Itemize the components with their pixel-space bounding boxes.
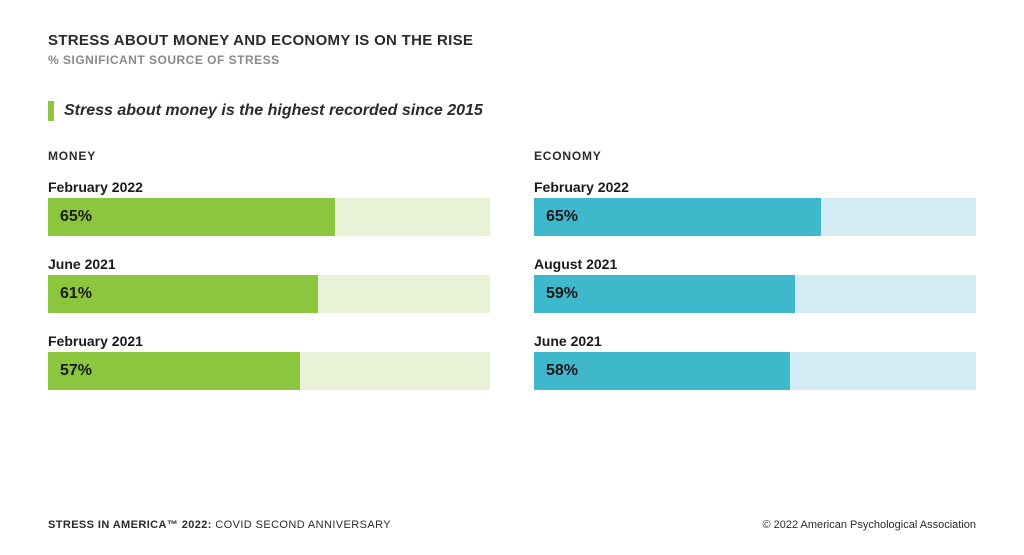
bar-group: February 2022 65% <box>534 179 976 236</box>
bar-group: February 2022 65% <box>48 179 490 236</box>
bar-value: 61% <box>60 285 92 303</box>
page: STRESS ABOUT MONEY AND ECONOMY IS ON THE… <box>0 0 1024 555</box>
bar-label: June 2021 <box>534 333 976 349</box>
chart-economy: ECONOMY February 2022 65% August 2021 59… <box>534 149 976 410</box>
chart-money: MONEY February 2022 65% June 2021 61% <box>48 149 490 410</box>
bar-value: 65% <box>546 208 578 226</box>
bar-value: 58% <box>546 362 578 380</box>
callout-marker-icon <box>48 101 54 121</box>
charts-row: MONEY February 2022 65% June 2021 61% <box>48 149 976 410</box>
bar-label: February 2021 <box>48 333 490 349</box>
chart-title: MONEY <box>48 149 490 163</box>
bar-track: 57% <box>48 352 490 390</box>
bar-track: 58% <box>534 352 976 390</box>
bar-label: August 2021 <box>534 256 976 272</box>
bar-label: June 2021 <box>48 256 490 272</box>
bar-value: 65% <box>60 208 92 226</box>
callout: Stress about money is the highest record… <box>48 101 976 121</box>
bar-track: 59% <box>534 275 976 313</box>
bar-fill: 58% <box>534 352 790 390</box>
bar-fill: 65% <box>48 198 335 236</box>
bar-group: June 2021 58% <box>534 333 976 390</box>
bar-fill: 61% <box>48 275 318 313</box>
bar-label: February 2022 <box>534 179 976 195</box>
chart-title: ECONOMY <box>534 149 976 163</box>
bar-track: 65% <box>48 198 490 236</box>
bar-value: 59% <box>546 285 578 303</box>
page-title: STRESS ABOUT MONEY AND ECONOMY IS ON THE… <box>48 32 976 49</box>
footer-source: STRESS IN AMERICA™ 2022: COVID SECOND AN… <box>48 519 391 531</box>
footer-source-thin: COVID SECOND ANNIVERSARY <box>212 519 391 531</box>
bar-fill: 59% <box>534 275 795 313</box>
bar-group: February 2021 57% <box>48 333 490 390</box>
bar-label: February 2022 <box>48 179 490 195</box>
bar-track: 61% <box>48 275 490 313</box>
bar-group: August 2021 59% <box>534 256 976 313</box>
footer-copyright: © 2022 American Psychological Associatio… <box>762 519 976 531</box>
footer: STRESS IN AMERICA™ 2022: COVID SECOND AN… <box>48 519 976 531</box>
bar-value: 57% <box>60 362 92 380</box>
page-subtitle: % SIGNIFICANT SOURCE OF STRESS <box>48 53 976 67</box>
bar-fill: 65% <box>534 198 821 236</box>
footer-source-bold: STRESS IN AMERICA™ 2022: <box>48 519 212 531</box>
bar-track: 65% <box>534 198 976 236</box>
bar-group: June 2021 61% <box>48 256 490 313</box>
callout-text: Stress about money is the highest record… <box>64 102 483 120</box>
bar-fill: 57% <box>48 352 300 390</box>
